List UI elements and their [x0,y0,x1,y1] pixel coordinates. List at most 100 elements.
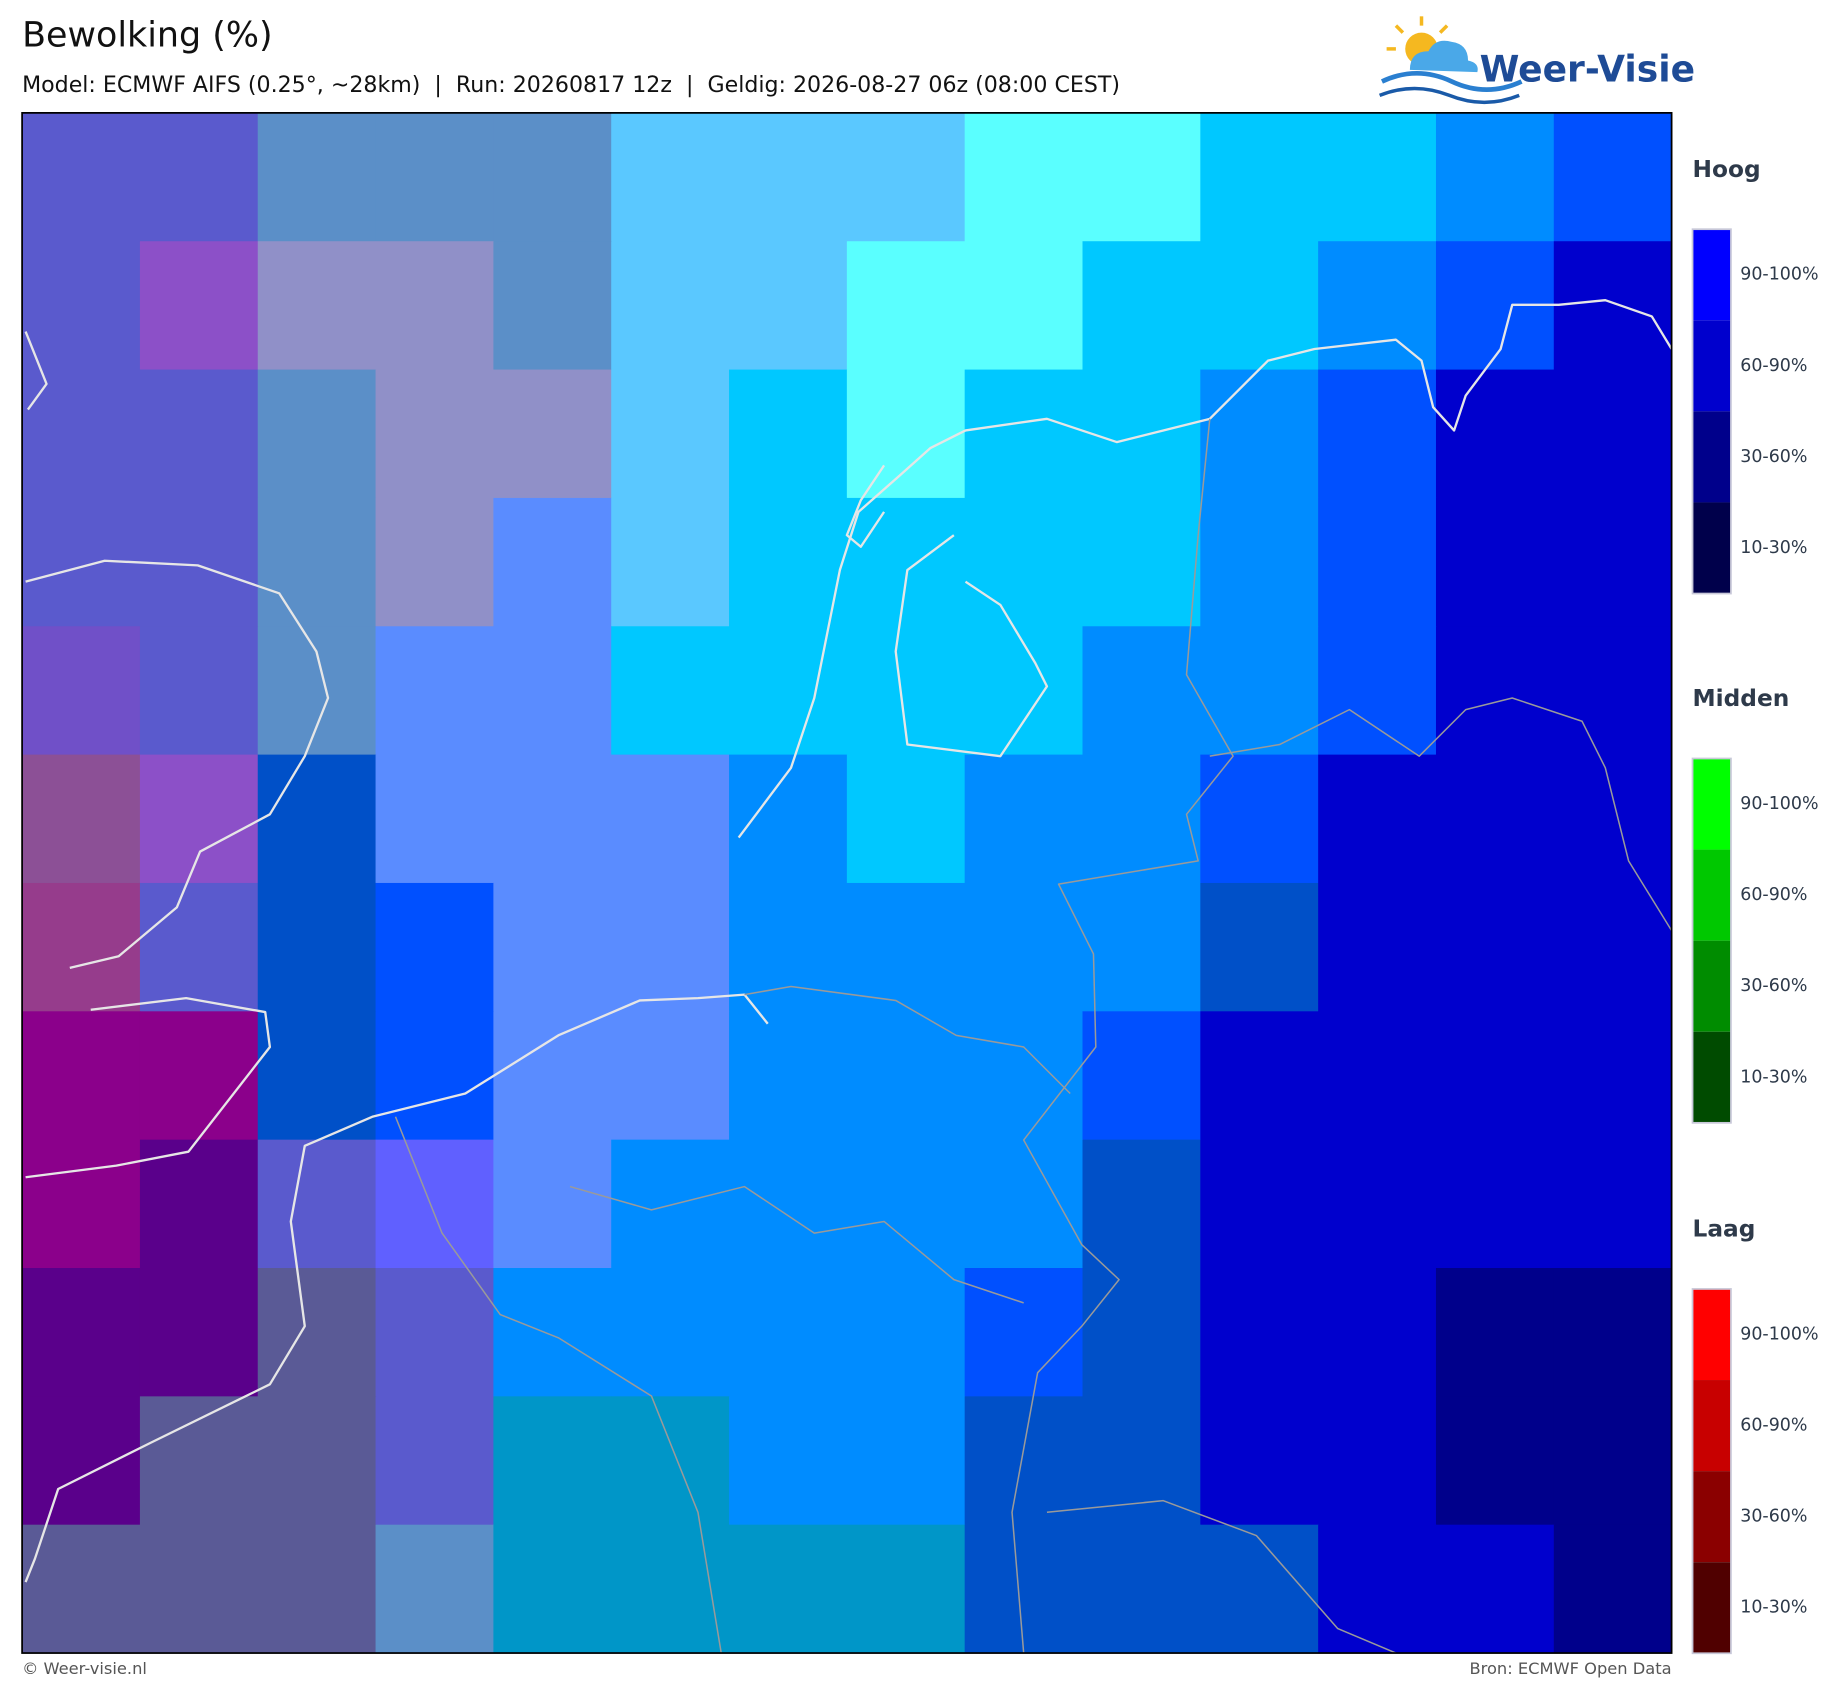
cloud-cell [1553,754,1672,884]
title: Bewolking (%) [22,16,273,56]
cloud-cell [1200,882,1319,1012]
cloud-cell [1553,1396,1672,1526]
cloud-cell [964,882,1084,1012]
legend-swatch [1692,320,1731,412]
cloud-cell [611,754,730,884]
cloud-cell [257,241,377,371]
coastline [845,464,886,548]
cloud-cell [1553,497,1672,627]
legend-title: Laag [1693,1216,1756,1243]
cloud-cell [139,112,259,242]
cloud-cell [1082,754,1201,884]
cloud-cell [139,1268,259,1397]
cloud-cell [1553,882,1672,1012]
cloud-cell [846,1139,966,1269]
cloud-cell [1318,1139,1437,1269]
cloud-cell [493,882,612,1012]
cloud-cell [729,369,848,499]
cloud-cell [1200,241,1319,371]
cloud-cell [375,112,494,242]
cloud-cell [493,1268,612,1397]
cloud-cell [139,1524,259,1654]
cloud-cell [493,1139,612,1269]
legend-swatch [1692,1031,1731,1123]
cloud-cell [611,1268,730,1397]
cloud-cell [1082,497,1201,627]
cloud-cell [611,1524,730,1654]
cloud-cell [1200,754,1319,884]
cloud-cell [375,497,494,627]
cloud-cell [22,626,141,756]
legend-label: 10-30% [1740,538,1807,558]
cloud-cell [375,369,494,499]
cloud-cell [257,754,377,884]
cloud-cell [964,241,1084,371]
legend-swatch [1692,940,1731,1032]
border [394,1116,722,1654]
cloud-cell [1082,882,1201,1012]
legend-label: 10-30% [1740,1598,1807,1618]
cloud-cell [1435,882,1555,1012]
cloud-cell [257,1524,377,1654]
cloud-cell [611,369,730,499]
cloud-cell [964,626,1084,756]
legend-title: Hoog [1693,156,1761,183]
cloud-cell [493,1011,612,1141]
cloud-cell [375,882,494,1012]
cloud-cell [1082,112,1201,242]
cloud-cell [964,1268,1084,1397]
cloud-cell [1435,369,1555,499]
cloud-cell [611,882,730,1012]
cloud-cell [1553,1524,1672,1654]
cloud-cell [257,1011,377,1141]
cloud-cell [139,626,259,756]
cloud-cell [22,882,141,1012]
footer-left: © Weer-visie.nl [22,1659,147,1678]
cloud-cell [846,1396,966,1526]
logo-rays [1386,16,1449,51]
cloud-cell [22,1268,141,1397]
border [1209,697,1672,932]
cloud-field [22,112,1672,1654]
cloud-cell [1318,369,1437,499]
cloud-cell [846,112,966,242]
cloud-cell [1200,626,1319,756]
cloud-cell [1435,1011,1555,1141]
cloud-cell [964,497,1084,627]
cloud-cell [493,369,612,499]
cloud-cell [1200,497,1319,627]
cloud-cell [375,754,494,884]
cloud-cell [1318,754,1437,884]
cloud-cell [493,241,612,371]
cloud-cell [729,754,848,884]
cloud-cell [1435,1268,1555,1397]
legend: Hoog 90-100% 60-90% 30-60% 10-30% Midden 90-10… [1691,156,1819,1655]
legend-frame [1691,757,1732,1124]
cloud-cell [729,1396,848,1526]
cloud-cell [846,369,966,499]
cloud-cell [1318,1396,1437,1526]
cloud-cell [1318,1011,1437,1141]
cloud-cell [139,882,259,1012]
cloud-cell [1318,626,1437,756]
legend-swatch [1692,758,1731,850]
cloud-cell [1200,1139,1319,1269]
cloud-cell [846,497,966,627]
cloud-cell [493,1524,612,1654]
cloud-cell [1082,1524,1201,1654]
cloud-cell [964,754,1084,884]
cloud-cell [375,1396,494,1526]
cloud-cell [257,369,377,499]
cloud-cell [1435,112,1555,242]
cloud-cell [22,1139,141,1269]
cloud-cell [139,369,259,499]
cloud-cell [1435,497,1555,627]
cloud-cell [1082,626,1201,756]
cloud-cell [375,1268,494,1397]
cloud-cell [1200,1268,1319,1397]
border [1046,1499,1397,1654]
legend-frame [1691,1288,1732,1655]
cloud-cell [1082,369,1201,499]
cloud-cell [493,112,612,242]
cloud-cell [1435,1396,1555,1526]
